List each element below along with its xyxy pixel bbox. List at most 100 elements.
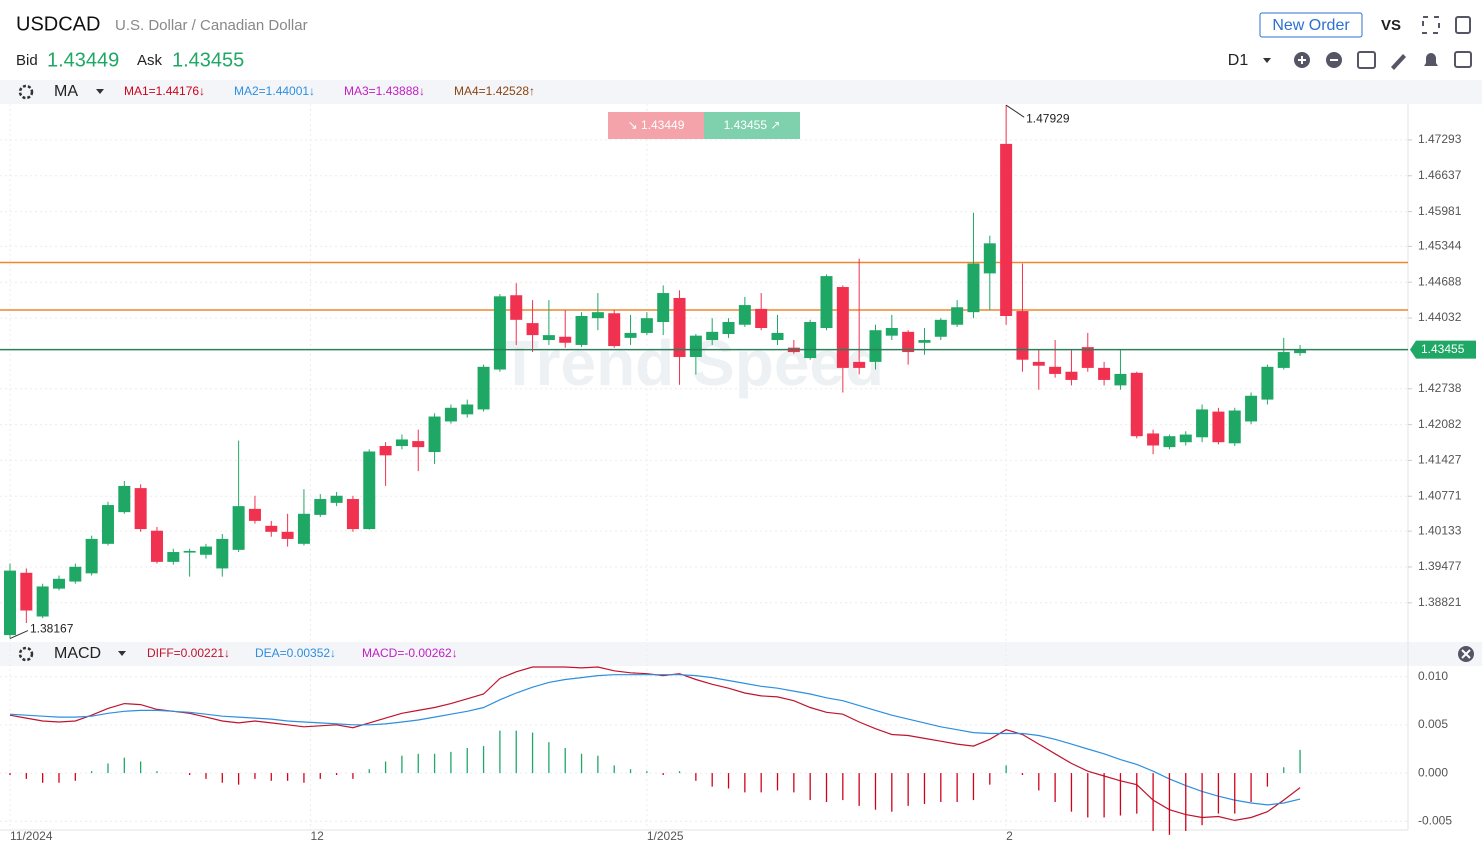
candle-body [346,499,359,530]
y-tick-label: 1.40133 [1418,523,1462,537]
candle-body [542,335,555,341]
ask-label: Ask [137,52,163,69]
candle-body [559,336,572,343]
ma-caret[interactable] [96,89,104,94]
candle-body [412,441,425,448]
candle-body [265,525,278,532]
candle-body [281,531,294,539]
layout-icon[interactable] [1357,51,1376,69]
ma-legend: MA3=1.43888↓ [344,84,425,98]
candle-body [477,366,490,410]
candle-body [591,312,604,319]
y2-tick-label: 0.010 [1418,669,1448,683]
candle-body [706,331,719,341]
macd-indicator-name[interactable]: MACD [54,645,101,662]
current-price-label: 1.43455 [1421,342,1465,356]
macd-caret[interactable] [118,651,126,656]
candle-body [983,243,996,274]
candle-body [771,332,784,341]
y-tick-label: 1.45981 [1418,204,1462,218]
candle-body [150,530,163,562]
y2-tick-label: 0.005 [1418,717,1448,731]
y-tick-label: 1.44032 [1418,310,1462,324]
y-tick-label: 1.41427 [1418,453,1462,467]
candle-body [934,319,947,337]
candle-body [363,451,376,530]
candle-body [1294,349,1307,354]
y-tick-label: 1.47293 [1418,132,1462,146]
candle-body [918,340,931,343]
candle-body [722,322,735,335]
y-tick-label: 1.42082 [1418,417,1462,431]
candle-body [820,276,833,329]
ma-legend: MA2=1.44001↓ [234,84,315,98]
quote-ask: 1.43455 ↗ [724,118,781,132]
candle-body [1114,373,1127,386]
macd-settings-icon[interactable] [18,646,34,662]
timeframe-caret[interactable] [1263,58,1271,63]
candle-body [1179,434,1192,443]
candle-body [1065,371,1078,380]
candle-body [330,495,343,503]
y-tick-label: 1.46637 [1418,168,1462,182]
candle-body [885,328,898,336]
candle-body [1261,366,1274,400]
candle-body [1032,361,1045,366]
alert-icon[interactable] [1424,53,1438,66]
candle-body [52,578,65,589]
candle-body [118,485,131,513]
macd-legend: DIFF=0.00221↓ [147,646,230,660]
candle-body [1196,409,1209,438]
candle-body [248,508,261,521]
macd-legend: MACD=-0.00262↓ [362,646,458,660]
candle-body [575,315,588,345]
indicator-icon[interactable] [1454,51,1472,68]
zoom-in-glyph [1298,56,1306,64]
ma-settings-icon[interactable] [18,84,34,100]
candle-body [444,407,457,422]
y-tick-label: 1.39477 [1418,559,1462,573]
candle-body [902,331,915,353]
low-leader [9,630,29,639]
candle-body [640,318,653,333]
panel-icon[interactable] [1455,16,1471,34]
y-tick-label: 1.45344 [1418,239,1462,253]
symbol-name: U.S. Dollar / Canadian Dollar [115,17,308,34]
y2-tick-label: 0.000 [1418,765,1448,779]
candle-body [804,322,817,359]
current-price-tag [1410,340,1476,359]
ma-legend: MA4=1.42528↑ [454,84,535,98]
fullscreen-icon[interactable] [1422,16,1440,34]
candle-body [85,538,98,574]
candle-body [101,505,114,544]
ask-price: 1.43455 [172,49,244,71]
bid-label: Bid [16,52,38,69]
dea-line [9,674,1301,806]
candle-body [951,307,964,325]
timeframe[interactable]: D1 [1228,52,1249,69]
close-glyph [1461,649,1471,659]
candle-body [1163,436,1176,448]
candle-body [1147,433,1160,446]
candle-body [232,506,245,550]
candle-body [624,332,637,338]
ma-indicator-name[interactable]: MA [54,83,78,100]
new-order-button[interactable] [1259,12,1363,38]
vs-button[interactable]: VS [1381,17,1401,34]
candle-body [1277,352,1290,368]
draw-icon[interactable] [1391,54,1406,70]
candle-body [183,550,196,553]
candle-body [493,296,506,370]
y2-tick-label: -0.005 [1418,813,1452,827]
new-order-text[interactable]: New Order [1272,17,1350,34]
high-leader [1005,104,1025,118]
x-tick-label: 11/2024 [10,829,53,843]
candle-body [967,263,980,313]
y-tick-label: 1.38821 [1418,595,1462,609]
low-label: 1.38167 [30,622,74,636]
quote-ask-box [704,112,800,139]
candle-body [608,313,621,347]
y-tick-label: 1.44688 [1418,274,1462,288]
